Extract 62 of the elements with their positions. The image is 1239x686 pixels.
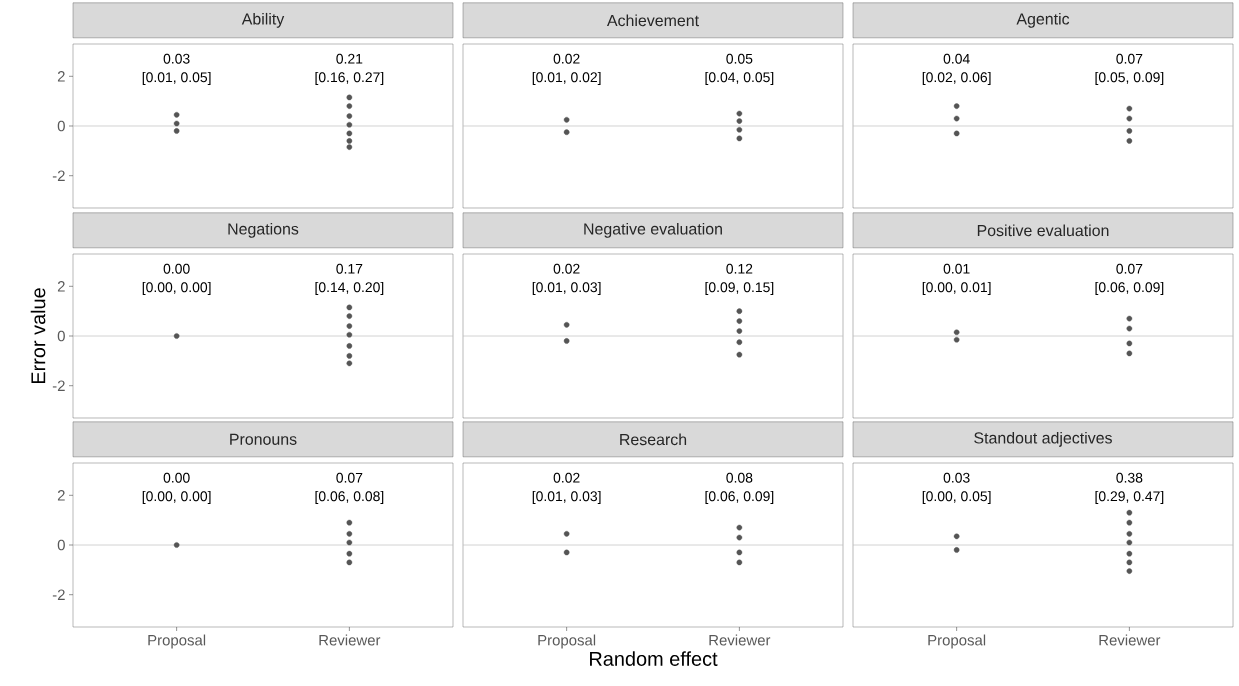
x-axis-title: Random effect — [590, 651, 718, 666]
annotation: 0.04 — [943, 53, 970, 64]
annotation: [0.16, 0.27] — [315, 71, 384, 85]
annotation: [0.01, 0.05] — [142, 71, 211, 85]
annotation: 0.07 — [336, 472, 363, 483]
y-tick-label: 2 — [57, 490, 65, 501]
annotation: 0.21 — [336, 53, 363, 64]
chart-title: Agentic — [1016, 12, 1070, 28]
chart-title: Positive evaluation — [977, 224, 1109, 237]
y-tick-label: -2 — [52, 589, 65, 600]
annotation: [0.01, 0.02] — [532, 71, 601, 85]
y-tick-label: -2 — [52, 380, 65, 391]
y-tick-label: 2 — [57, 281, 65, 292]
annotation: 0.02 — [553, 53, 580, 64]
annotation: 0.02 — [553, 472, 580, 483]
x-tick-label: Proposal — [538, 634, 596, 649]
annotation: 0.17 — [336, 263, 363, 274]
annotation: [0.00, 0.01] — [922, 281, 991, 295]
annotation: [0.09, 0.15] — [705, 281, 774, 295]
annotation: [0.14, 0.20] — [315, 281, 384, 295]
chart-title: Negative evaluation — [584, 222, 722, 238]
chart-title: Standout adjectives — [974, 431, 1112, 447]
annotation: 0.03 — [943, 472, 970, 483]
annotation: [0.06, 0.09] — [705, 490, 774, 504]
chart-title: Research — [620, 433, 687, 446]
annotation: 0.00 — [163, 472, 190, 483]
chart-title: Ability — [241, 12, 285, 28]
y-tick-label: 0 — [57, 120, 65, 132]
annotation: 0.12 — [726, 263, 753, 274]
annotation: [0.29, 0.47] — [1095, 490, 1164, 504]
chart-title: Pronouns — [230, 433, 297, 445]
chart-title: Negations — [228, 222, 299, 238]
y-tick-label: 2 — [57, 71, 65, 82]
y-tick-label: -2 — [52, 170, 65, 181]
annotation: [0.05, 0.09] — [1095, 71, 1164, 85]
annotation: [0.01, 0.03] — [532, 490, 601, 504]
annotation: 0.00 — [163, 263, 190, 274]
annotation: 0.07 — [1116, 53, 1143, 64]
annotation: 0.38 — [1116, 472, 1143, 483]
annotation: [0.00, 0.00] — [142, 490, 211, 504]
y-tick-label: 0 — [57, 539, 65, 551]
annotation: 0.07 — [1116, 263, 1143, 274]
y-tick-label: 0 — [57, 330, 65, 342]
annotation: [0.00, 0.00] — [142, 281, 211, 295]
annotation: 0.01 — [943, 263, 970, 274]
x-tick-label: Proposal — [148, 634, 206, 649]
annotation: [0.06, 0.08] — [315, 490, 384, 504]
x-tick-label: Proposal — [928, 634, 986, 649]
chart-title: Achievement — [606, 14, 699, 27]
annotation: 0.05 — [726, 53, 753, 64]
x-tick-label: Reviewer — [1099, 634, 1161, 646]
x-tick-label: Reviewer — [319, 634, 381, 646]
annotation: 0.03 — [163, 53, 190, 64]
annotation: [0.00, 0.05] — [922, 490, 991, 504]
annotation: [0.02, 0.06] — [922, 71, 991, 85]
annotation: [0.01, 0.03] — [532, 281, 601, 295]
annotation: 0.02 — [553, 263, 580, 274]
annotation: [0.04, 0.05] — [705, 71, 774, 85]
x-tick-label: Reviewer — [709, 634, 771, 646]
annotation: [0.06, 0.09] — [1095, 281, 1164, 295]
annotation: 0.08 — [726, 472, 753, 483]
y-axis-title: Error value — [30, 288, 46, 384]
